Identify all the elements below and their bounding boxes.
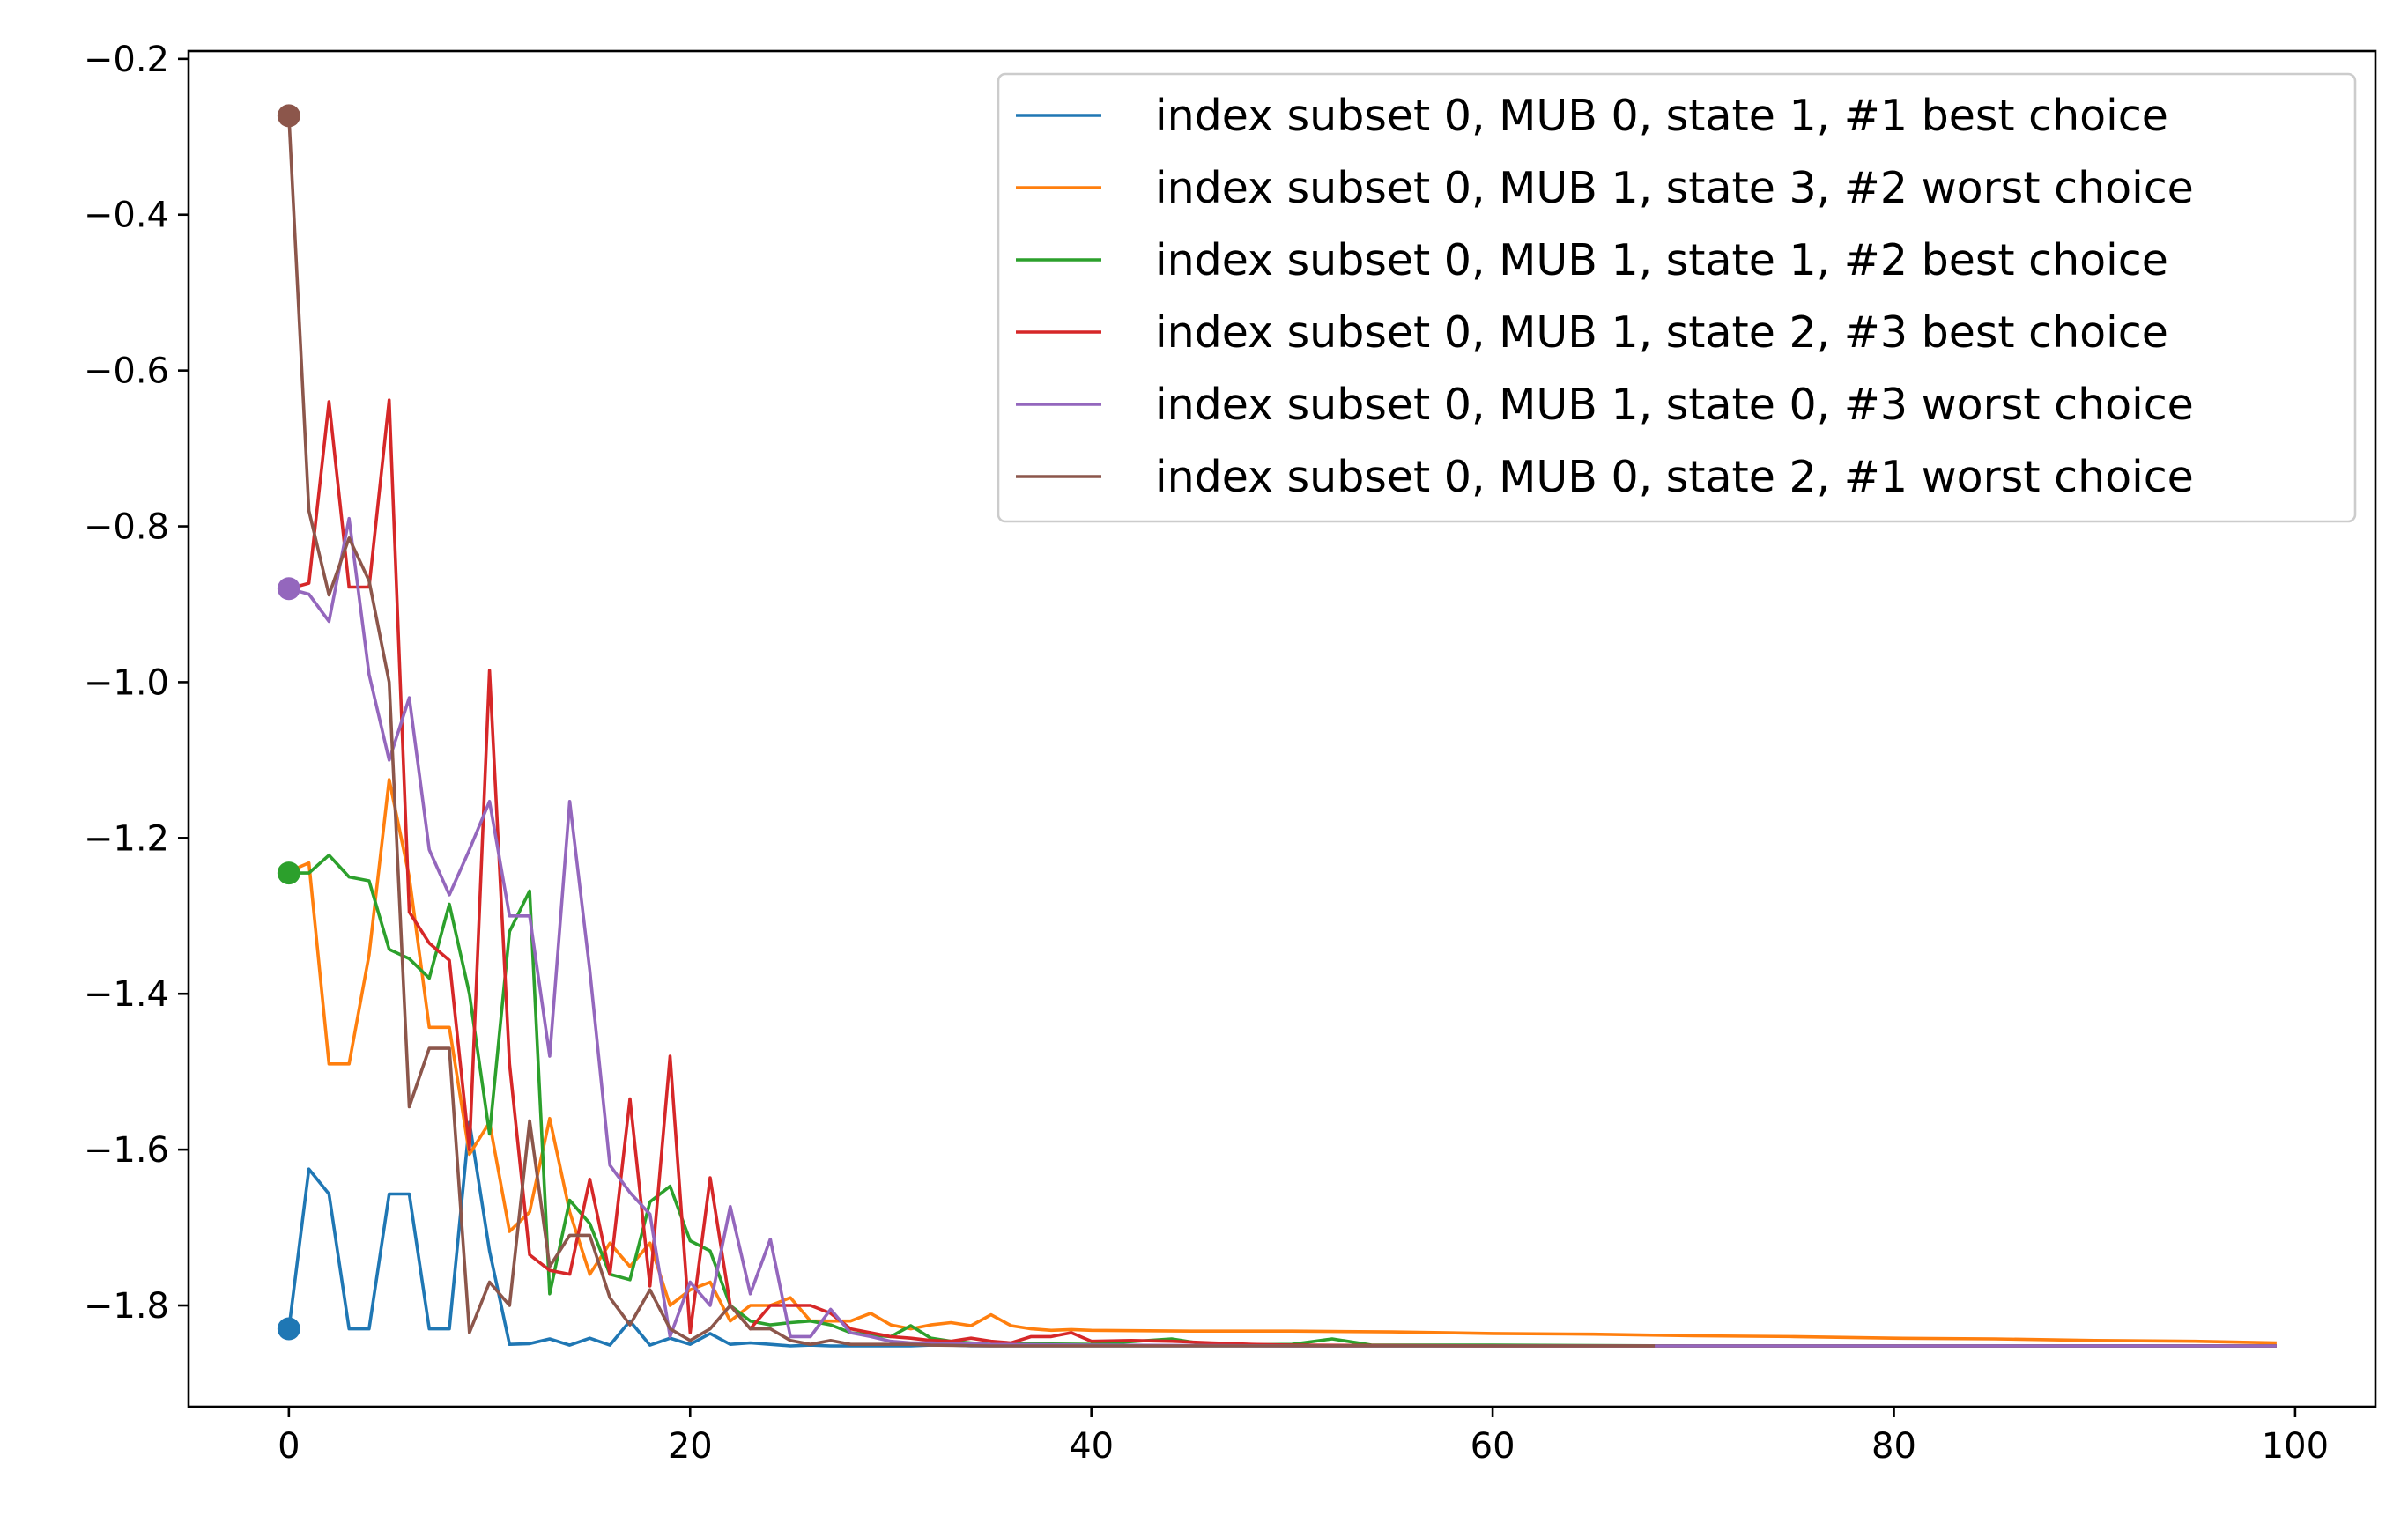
x-axis-ticks: 0 20 40 60 80 100 xyxy=(278,1407,2329,1467)
series-line-4 xyxy=(286,398,2277,1348)
x-tick-label: 40 xyxy=(1069,1426,1114,1467)
start-marker-layer xyxy=(277,104,300,1341)
series-start-marker-1 xyxy=(277,1317,300,1341)
legend-label-5: index subset 0, MUB 1, state 0, #3 worst… xyxy=(1155,380,2194,430)
legend-label-1: index subset 0, MUB 0, state 1, #1 best … xyxy=(1155,91,2168,141)
legend-label-4: index subset 0, MUB 1, state 2, #3 best … xyxy=(1155,307,2168,358)
x-tick-label: 80 xyxy=(1871,1426,1916,1467)
axes-frame xyxy=(187,49,2377,1408)
y-tick-label: −0.2 xyxy=(84,40,169,80)
y-axis-ticks: −0.2 −0.4 −0.6 −0.8 −1.0 −1.2 −1.4 −1.6 −1.8 xyxy=(84,40,189,1327)
x-tick-label: 100 xyxy=(2262,1426,2329,1467)
y-tick-label: −1.2 xyxy=(84,818,169,859)
series-start-marker-6 xyxy=(277,104,300,128)
series-start-marker-3 xyxy=(277,861,300,885)
series-start-marker-5 xyxy=(277,577,300,601)
series-line-6 xyxy=(287,114,1656,1348)
legend: index subset 0, MUB 0, state 1, #1 best … xyxy=(997,72,2357,523)
y-tick-label: −1.8 xyxy=(84,1286,169,1327)
series-layer xyxy=(286,114,2277,1348)
y-tick-label: −1.4 xyxy=(84,974,169,1015)
legend-box xyxy=(997,72,2357,523)
x-tick-label: 20 xyxy=(668,1426,713,1467)
y-tick-label: −0.6 xyxy=(84,351,169,392)
legend-label-6: index subset 0, MUB 0, state 2, #1 worst… xyxy=(1155,452,2194,502)
x-tick-label: 0 xyxy=(278,1426,300,1467)
legend-label-3: index subset 0, MUB 1, state 1, #2 best … xyxy=(1155,235,2168,285)
y-tick-label: −0.4 xyxy=(84,196,169,236)
y-tick-label: −0.8 xyxy=(84,507,169,548)
y-tick-label: −1.6 xyxy=(84,1130,169,1171)
y-tick-label: −1.0 xyxy=(84,662,169,703)
legend-label-2: index subset 0, MUB 1, state 3, #2 worst… xyxy=(1155,163,2194,213)
x-tick-label: 60 xyxy=(1471,1426,1515,1467)
